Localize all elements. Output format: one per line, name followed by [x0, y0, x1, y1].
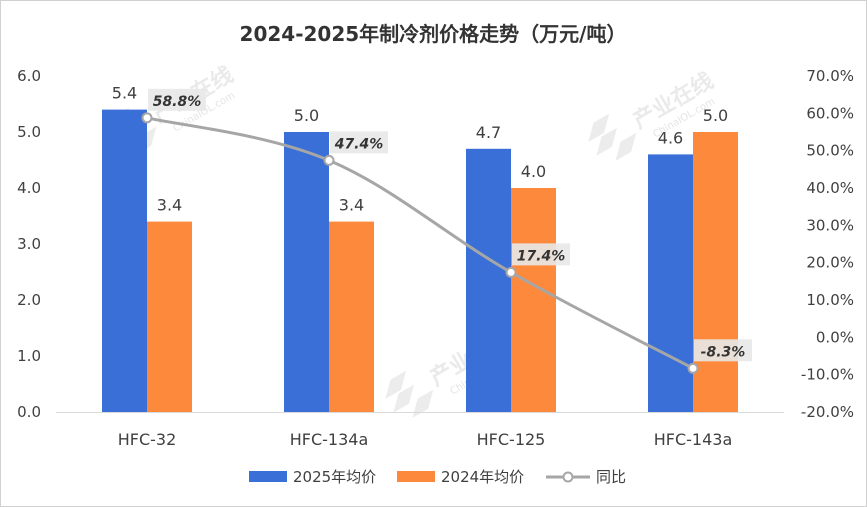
- yoy-line-layer: 58.8% 47.4% 17.4% -8.3%: [141, 88, 752, 374]
- bar-value-label: 4.0: [521, 162, 546, 181]
- legend-marker: [562, 471, 574, 483]
- left-axis-tick-label: 3.0: [17, 235, 41, 253]
- bar-2025-hfc-125: [466, 148, 511, 413]
- bar-2024-hfc-125: [511, 188, 556, 412]
- right-axis: -20.0% -10.0% 0.0% 10.0% 20.0% 30.0% 40.0% 50.0…: [801, 67, 854, 421]
- left-axis-tick-label: 5.0: [17, 123, 41, 141]
- category-label: HFC-134a: [290, 430, 369, 449]
- legend-swatch: [397, 471, 435, 482]
- yoy-label-bg: [330, 131, 388, 154]
- bar-2024-hfc-134a: [329, 221, 374, 412]
- right-axis-tick-label: 0.0%: [816, 328, 854, 346]
- watermark-logo-shape: [385, 370, 434, 418]
- left-axis-tick-label: 1.0: [17, 347, 41, 365]
- right-axis-tick-label: 70.0%: [806, 67, 854, 85]
- legend: 2025年均价 2024年均价 同比: [249, 468, 626, 486]
- right-axis-tick-label: 30.0%: [806, 216, 854, 234]
- bar-value-label: 3.4: [339, 196, 364, 215]
- left-axis-tick-label: 6.0: [17, 67, 41, 85]
- bar-2024-hfc-143a: [693, 132, 738, 412]
- yoy-label: 58.8%: [153, 94, 202, 110]
- bar-value-label: 5.4: [112, 84, 137, 103]
- legend-label: 2024年均价: [441, 468, 524, 486]
- right-axis-tick-label: 50.0%: [806, 142, 854, 160]
- right-axis-tick-label: 40.0%: [806, 179, 854, 197]
- bars-layer: 5.4 3.4 5.0 3.4 4.7 4.0 4.6 5.0: [102, 84, 738, 413]
- category-label: HFC-32: [118, 430, 177, 449]
- left-axis-tick-label: 4.0: [17, 179, 41, 197]
- left-axis-tick-label: 0.0: [17, 403, 41, 421]
- yoy-point: [323, 154, 335, 166]
- right-axis-tick-label: 10.0%: [806, 291, 854, 309]
- category-label: HFC-143a: [654, 430, 733, 449]
- bar-value-label: 5.0: [294, 106, 319, 125]
- right-axis-tick-label: -20.0%: [801, 403, 854, 421]
- watermark-logo-shape: [588, 113, 637, 161]
- yoy-label: -8.3%: [701, 344, 746, 360]
- yoy-label-bg: [148, 88, 206, 111]
- right-axis-tick-label: 20.0%: [806, 254, 854, 272]
- yoy-point: [505, 266, 517, 278]
- left-axis-tick-label: 2.0: [17, 291, 41, 309]
- bar-2025-hfc-134a: [284, 132, 329, 412]
- legend-label: 2025年均价: [293, 468, 376, 486]
- bar-2025-hfc-143a: [648, 154, 693, 412]
- legend-swatch: [249, 471, 287, 482]
- yoy-label: 47.4%: [334, 136, 384, 152]
- bar-value-label: 5.0: [703, 106, 728, 125]
- category-axis: HFC-32 HFC-134a HFC-125 HFC-143a: [56, 412, 784, 449]
- yoy-point: [141, 112, 153, 124]
- bar-2025-hfc-32: [102, 109, 147, 412]
- category-label: HFC-125: [477, 430, 546, 449]
- bar-2024-hfc-32: [147, 221, 192, 412]
- bar-value-label: 4.6: [658, 128, 683, 147]
- yoy-label-bg: [512, 243, 570, 266]
- chart-title: 2024-2025年制冷剂价格走势（万元/吨）: [240, 22, 627, 46]
- left-axis: 0.0 1.0 2.0 3.0 4.0 5.0 6.0: [17, 67, 41, 421]
- bar-value-label: 4.7: [476, 123, 501, 142]
- yoy-point: [687, 362, 699, 374]
- bar-value-label: 3.4: [157, 196, 182, 215]
- right-axis-tick-label: 60.0%: [806, 104, 854, 122]
- right-axis-tick-label: -10.0%: [801, 366, 854, 384]
- yoy-line: [146, 116, 694, 370]
- yoy-label: 17.4%: [517, 248, 566, 264]
- yoy-label-bg: [694, 339, 752, 362]
- legend-label: 同比: [596, 468, 626, 486]
